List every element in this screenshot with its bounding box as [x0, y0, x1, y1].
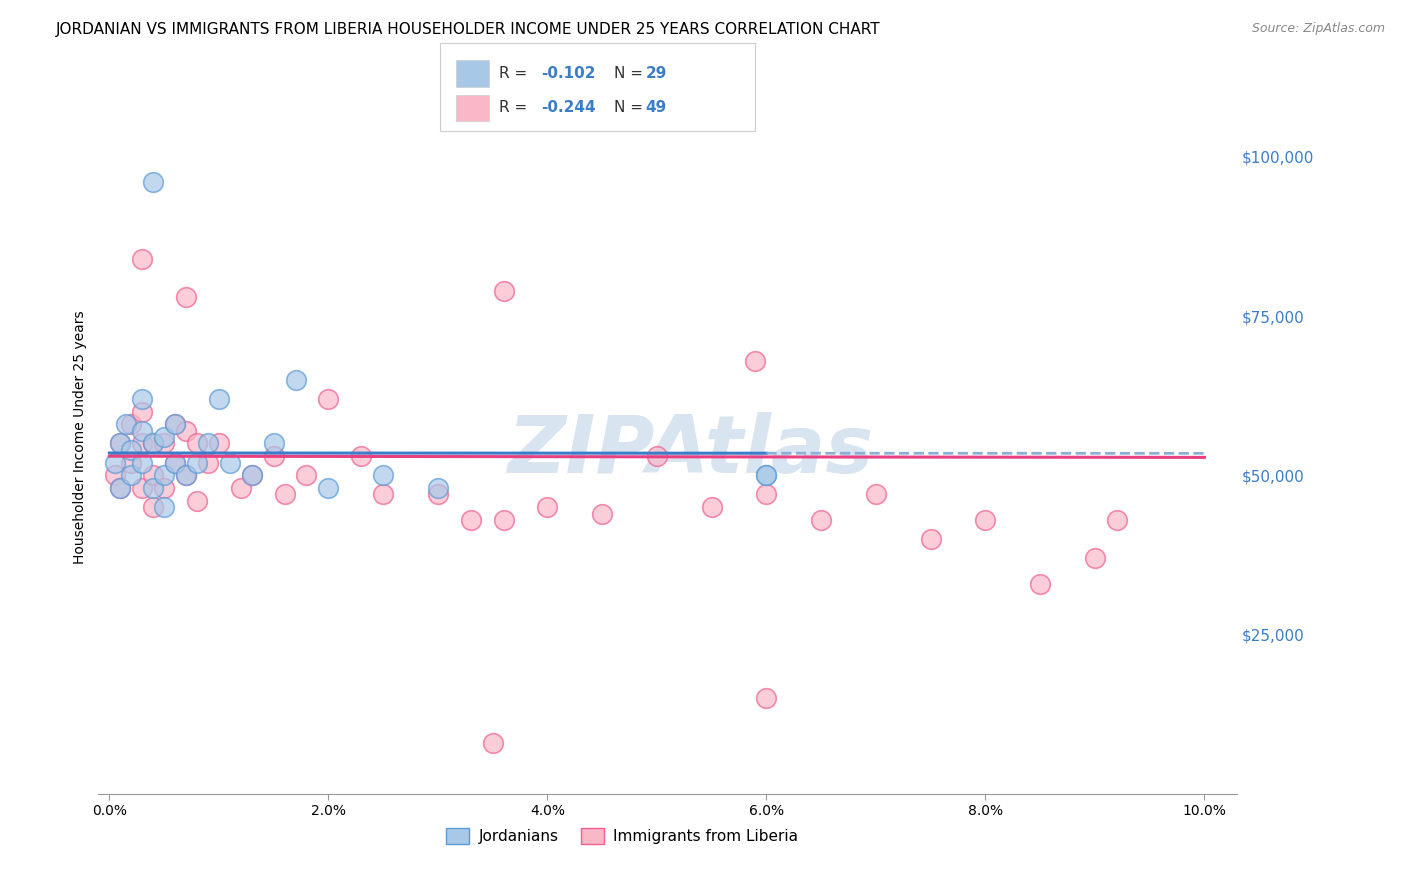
- Point: [229, 481, 252, 495]
- Point: [131, 252, 153, 266]
- Point: [920, 532, 942, 546]
- Point: [104, 456, 127, 470]
- Text: -0.244: -0.244: [541, 101, 596, 115]
- Point: [492, 513, 515, 527]
- Point: [120, 417, 142, 432]
- Point: [810, 513, 832, 527]
- Point: [120, 456, 142, 470]
- Point: [536, 500, 558, 515]
- FancyBboxPatch shape: [440, 43, 755, 131]
- Point: [153, 481, 176, 495]
- Point: [142, 481, 165, 495]
- Point: [153, 500, 176, 515]
- Text: Source: ZipAtlas.com: Source: ZipAtlas.com: [1251, 22, 1385, 36]
- Point: [120, 442, 142, 457]
- Point: [1029, 576, 1052, 591]
- Point: [165, 456, 187, 470]
- Point: [186, 493, 208, 508]
- Point: [263, 436, 285, 450]
- Legend: Jordanians, Immigrants from Liberia: Jordanians, Immigrants from Liberia: [440, 822, 804, 850]
- Point: [263, 449, 285, 463]
- Point: [645, 449, 668, 463]
- Point: [371, 468, 394, 483]
- Point: [131, 456, 153, 470]
- Point: [591, 507, 613, 521]
- Point: [131, 404, 153, 418]
- Point: [110, 436, 132, 450]
- FancyBboxPatch shape: [456, 95, 489, 121]
- Point: [1105, 513, 1128, 527]
- Point: [865, 487, 887, 501]
- Text: ZIPAtlas: ZIPAtlas: [508, 412, 873, 491]
- Point: [755, 487, 778, 501]
- Point: [295, 468, 318, 483]
- Point: [700, 500, 723, 515]
- Text: N =: N =: [614, 101, 648, 115]
- Point: [426, 481, 449, 495]
- Point: [197, 456, 219, 470]
- Point: [755, 691, 778, 706]
- Point: [131, 436, 153, 450]
- Point: [165, 417, 187, 432]
- Point: [240, 468, 263, 483]
- Point: [186, 456, 208, 470]
- Point: [174, 424, 197, 438]
- Point: [318, 481, 340, 495]
- Point: [153, 430, 176, 444]
- Text: 49: 49: [645, 101, 666, 115]
- Text: R =: R =: [499, 66, 533, 80]
- Point: [350, 449, 373, 463]
- Point: [142, 436, 165, 450]
- Point: [218, 456, 240, 470]
- Point: [318, 392, 340, 406]
- Point: [371, 487, 394, 501]
- Point: [273, 487, 295, 501]
- Text: JORDANIAN VS IMMIGRANTS FROM LIBERIA HOUSEHOLDER INCOME UNDER 25 YEARS CORRELATI: JORDANIAN VS IMMIGRANTS FROM LIBERIA HOU…: [56, 22, 882, 37]
- Text: 29: 29: [645, 66, 666, 80]
- Point: [460, 513, 482, 527]
- Point: [208, 392, 231, 406]
- Point: [174, 290, 197, 304]
- Point: [110, 436, 132, 450]
- Point: [131, 424, 153, 438]
- Point: [142, 436, 165, 450]
- Point: [492, 284, 515, 298]
- Point: [744, 353, 766, 368]
- Point: [208, 436, 231, 450]
- Point: [755, 468, 778, 483]
- Point: [974, 513, 997, 527]
- Point: [153, 436, 176, 450]
- Point: [104, 468, 127, 483]
- Point: [165, 456, 187, 470]
- Point: [1084, 551, 1107, 566]
- Point: [186, 436, 208, 450]
- Text: N =: N =: [614, 66, 648, 80]
- Text: -0.102: -0.102: [541, 66, 596, 80]
- Point: [131, 392, 153, 406]
- Point: [114, 417, 136, 432]
- Point: [131, 481, 153, 495]
- Point: [755, 468, 778, 483]
- Y-axis label: Householder Income Under 25 years: Householder Income Under 25 years: [73, 310, 87, 564]
- Point: [426, 487, 449, 501]
- Point: [142, 468, 165, 483]
- Point: [165, 417, 187, 432]
- Point: [110, 481, 132, 495]
- Point: [174, 468, 197, 483]
- Point: [142, 175, 165, 189]
- Point: [240, 468, 263, 483]
- Point: [120, 468, 142, 483]
- Text: R =: R =: [499, 101, 533, 115]
- Point: [284, 373, 307, 387]
- Point: [142, 500, 165, 515]
- Point: [481, 736, 503, 750]
- Point: [153, 468, 176, 483]
- Point: [110, 481, 132, 495]
- Point: [197, 436, 219, 450]
- FancyBboxPatch shape: [456, 60, 489, 87]
- Point: [174, 468, 197, 483]
